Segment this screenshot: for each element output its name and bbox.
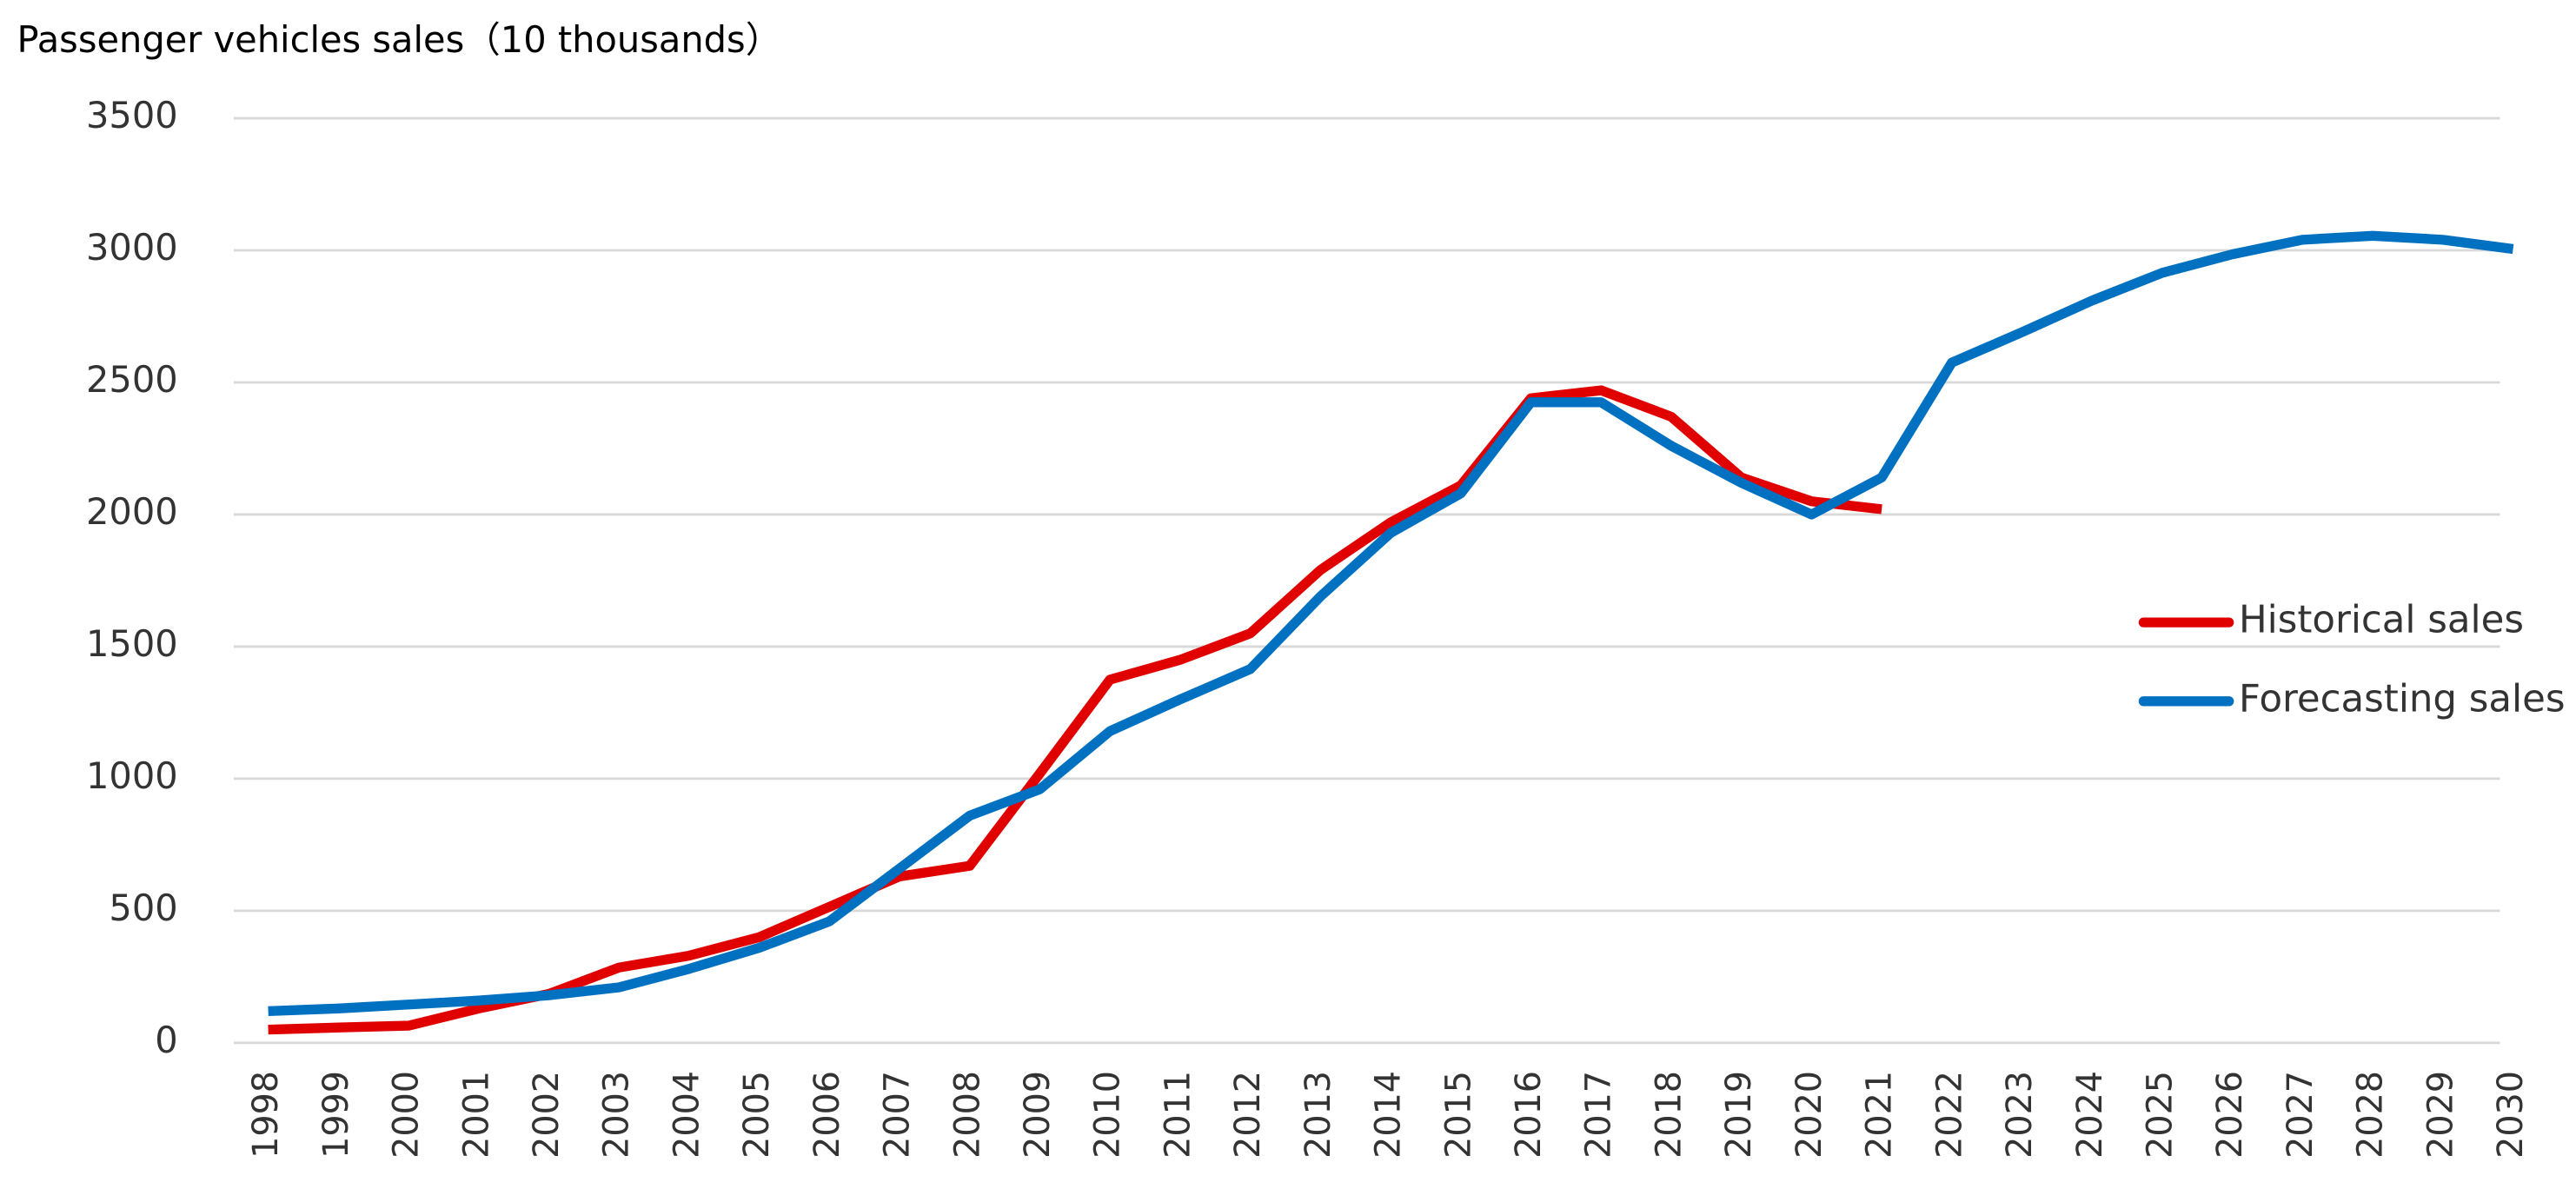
x-tick-label: 2005 bbox=[737, 1071, 777, 1159]
x-tick-label: 2025 bbox=[2140, 1071, 2180, 1159]
x-tick-label: 2026 bbox=[2210, 1071, 2250, 1159]
y-tick-label: 1000 bbox=[86, 754, 178, 797]
x-tick-label: 2012 bbox=[1228, 1071, 1268, 1159]
x-tick-label: 2004 bbox=[667, 1071, 707, 1159]
legend-label: Forecasting sales bbox=[2239, 677, 2565, 721]
x-tick-label: 2021 bbox=[1860, 1071, 1900, 1159]
x-tick-label: 2019 bbox=[1719, 1071, 1759, 1159]
x-tick-label: 2023 bbox=[2000, 1071, 2040, 1159]
series-line bbox=[268, 385, 1882, 1035]
x-tick-label: 1999 bbox=[316, 1071, 356, 1159]
x-tick-label: 2028 bbox=[2351, 1071, 2391, 1159]
y-tick-label: 500 bbox=[109, 887, 177, 929]
y-tick-label: 0 bbox=[155, 1019, 177, 1061]
x-tick-label: 2003 bbox=[597, 1071, 637, 1159]
x-tick-label: 2008 bbox=[947, 1071, 987, 1159]
legend-label: Historical sales bbox=[2239, 599, 2524, 642]
chart-title: Passenger vehicles sales（10 thousands） bbox=[17, 18, 782, 61]
y-tick-label: 1500 bbox=[86, 622, 178, 665]
x-tick-label: 2011 bbox=[1158, 1071, 1198, 1159]
x-tick-label: 2006 bbox=[807, 1071, 847, 1159]
x-tick-label: 2016 bbox=[1509, 1071, 1549, 1159]
y-tick-label: 3000 bbox=[86, 226, 178, 269]
x-tick-label: 2015 bbox=[1438, 1071, 1478, 1159]
x-tick-label: 2009 bbox=[1018, 1071, 1058, 1159]
x-tick-label: 2018 bbox=[1649, 1071, 1689, 1159]
x-tick-label: 2017 bbox=[1579, 1071, 1619, 1159]
x-tick-label: 2014 bbox=[1369, 1071, 1409, 1159]
y-tick-label: 3500 bbox=[86, 94, 178, 136]
x-tick-label: 2010 bbox=[1088, 1071, 1128, 1159]
x-tick-label: 2013 bbox=[1298, 1071, 1338, 1159]
x-tick-label: 2030 bbox=[2491, 1071, 2531, 1159]
x-tick-label: 2001 bbox=[456, 1071, 496, 1159]
x-tick-label: 2020 bbox=[1789, 1071, 1829, 1159]
x-tick-label: 2002 bbox=[527, 1071, 567, 1159]
x-tick-label: 2029 bbox=[2420, 1071, 2460, 1159]
x-tick-label: 1998 bbox=[246, 1071, 286, 1159]
y-tick-label: 2000 bbox=[86, 490, 178, 533]
y-tick-label: 2500 bbox=[86, 358, 178, 401]
x-tick-label: 2024 bbox=[2070, 1071, 2110, 1159]
x-tick-label: 2000 bbox=[387, 1071, 427, 1159]
x-tick-label: 2007 bbox=[878, 1071, 918, 1159]
x-tick-label: 2027 bbox=[2281, 1071, 2320, 1159]
series-line bbox=[268, 230, 2514, 1017]
x-tick-label: 2022 bbox=[1929, 1071, 1969, 1159]
